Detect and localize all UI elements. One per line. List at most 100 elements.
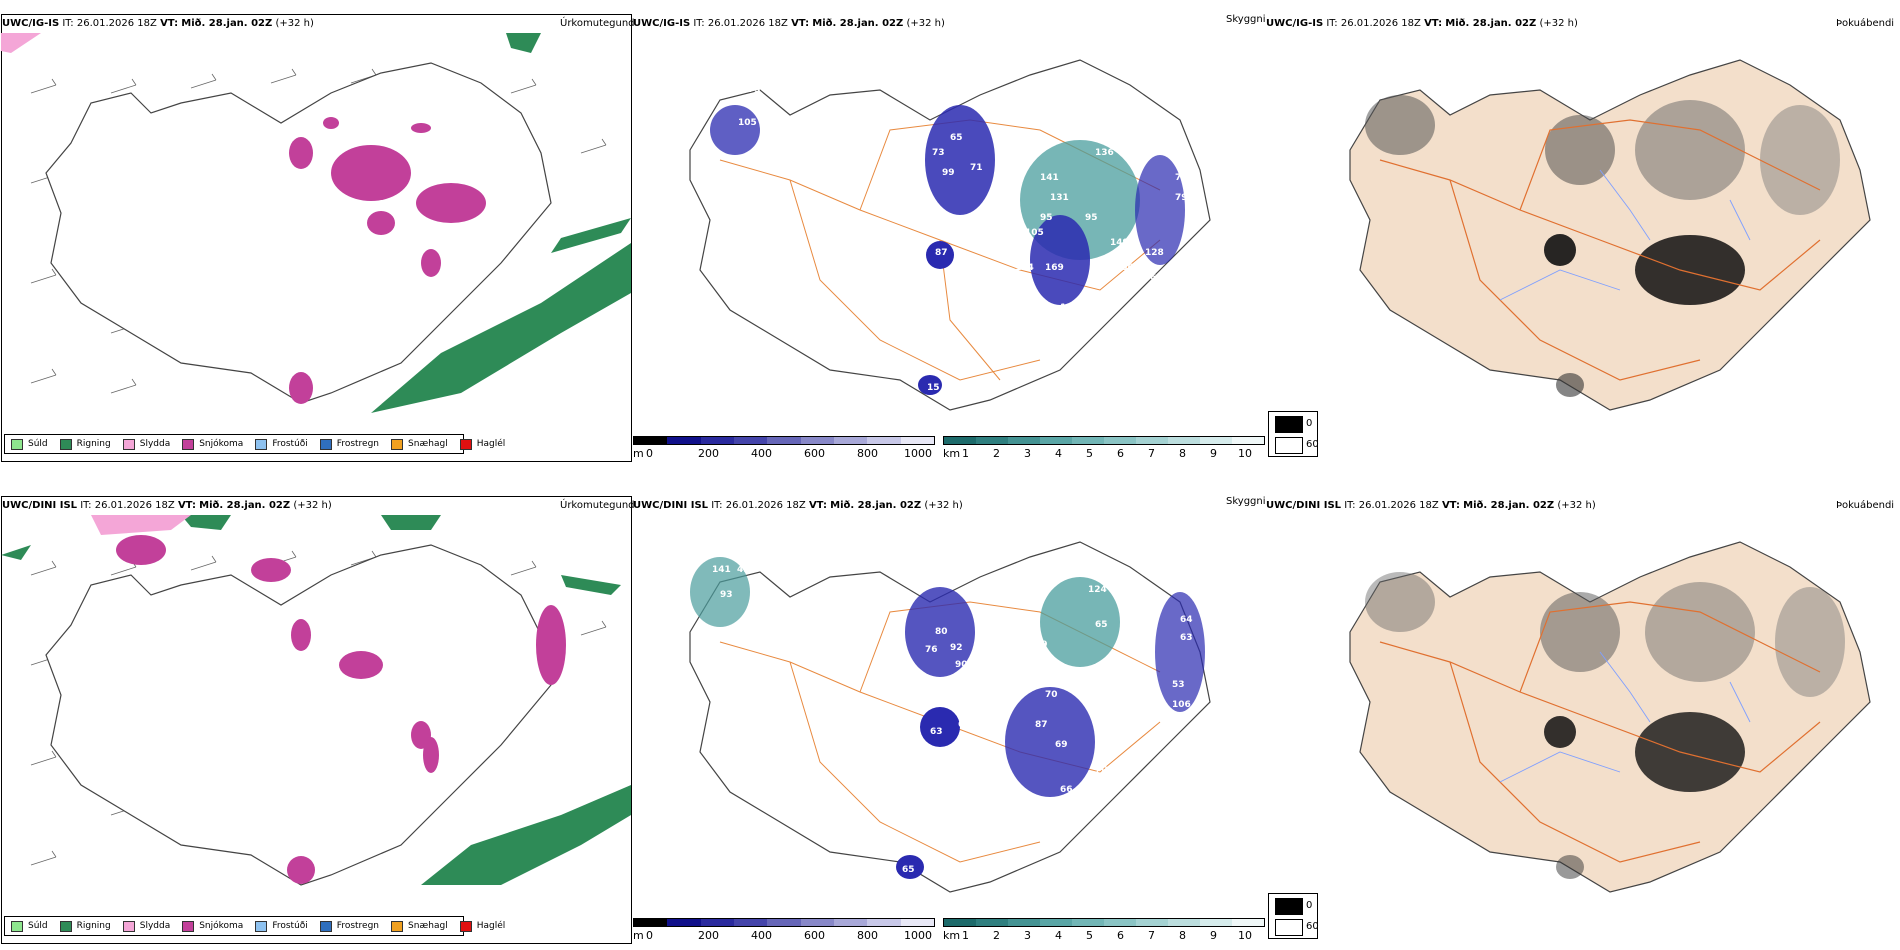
legend-label: Haglél [476,439,506,449]
vis-label: 43 [1060,805,1073,815]
tick: 2 [993,447,1000,460]
row1-panel1-title: Úrkomutegund [560,18,635,29]
tick: 600 [804,929,825,942]
tick: 4 [1055,447,1062,460]
row2-height-unit: m [633,929,644,942]
row2-lead: (+32 h) [293,500,332,511]
row1-right-it-value: 26.01.2026 18Z [1340,18,1421,29]
vis-label: 70 [1095,765,1108,775]
row2-right-model: UWC/DINI ISL [1266,500,1342,511]
legend-item: Snæhagl [391,438,448,450]
legend-label: Frostregn [336,439,380,449]
fog-light-swatch [1275,919,1303,936]
vis-label: 104 [1015,263,1034,273]
colorbar-segment [1232,919,1264,926]
row2-mid-lead: (+32 h) [924,500,963,511]
vis-label: 49 [1150,148,1163,158]
tick: 10 [1238,929,1252,942]
colorbar-segment [1040,919,1072,926]
row2-right-lead: (+32 h) [1557,500,1596,511]
row1-right-vt-value: Mið. 28.jan. 02Z [1445,18,1537,29]
fog-dark-swatch [1275,416,1303,433]
row2-fog-map [1349,541,1871,893]
tick: 6 [1117,447,1124,460]
legend-label: Rigning [76,439,111,449]
colorbar-segment [944,919,976,926]
vis-label: 63 [930,727,943,737]
legend-item: Snjókoma [182,920,244,932]
vis-label: 70 [1045,690,1058,700]
colorbar-segment [800,919,834,926]
legend-item: Haglél [459,438,506,450]
row1-height-unit: m [633,447,644,460]
legend-swatch [319,920,332,932]
vis-label: 64 [1180,615,1193,625]
vis-label: 149 [1110,238,1129,248]
legend-label: Frostregn [336,921,380,931]
row2-vt-value: Mið. 28.jan. 02Z [199,500,291,511]
row2-right-it-label: IT: [1344,500,1356,511]
vis-label: 136 [1095,148,1114,158]
vis-label: 60 [743,625,756,635]
legend-label: Slydda [139,921,171,931]
fog-high-label: 60 [1306,921,1319,932]
tick: 600 [804,447,825,460]
colorbar-segment [1040,437,1072,444]
colorbar-segment [767,437,801,444]
colorbar-segment [700,919,734,926]
colorbar-segment [1168,919,1200,926]
row1-panel3-title: Þokuábendi [1836,18,1895,29]
colorbar-segment [1104,919,1136,926]
legend-label: Snjókoma [199,439,244,449]
legend-swatch [255,438,268,450]
colorbar-segment [733,437,768,444]
legend-swatch [255,920,268,932]
legend-item: Slydda [122,438,170,450]
legend-item: Rigning [59,920,111,932]
vis-label: 141 [1040,173,1059,183]
colorbar-segment [1008,437,1040,444]
legend-label: Rigning [76,921,111,931]
legend-label: Frostúði [272,921,308,931]
legend-label: Frostúði [272,439,308,449]
vis-label: 66 [1060,785,1073,795]
vis-label: 53 [1172,680,1185,690]
legend-item: Snjókoma [182,438,244,450]
tick: 400 [751,929,772,942]
vis-label: 73 [748,85,761,95]
vis-label: 111 [1050,670,1069,680]
legend-label: Snjókoma [199,921,244,931]
legend-swatch [59,438,72,450]
colorbar-segment [667,919,701,926]
vis-label: 95 [1040,213,1053,223]
fog-dark-swatch [1275,898,1303,915]
vis-label: 78 [1095,298,1108,308]
colorbar-segment [1200,919,1232,926]
fog-shading [1365,95,1840,397]
row1-vt-value: Mið. 28.jan. 02Z [181,18,273,29]
tick: 9 [1210,447,1217,460]
vis-label: 63 [1150,273,1163,283]
legend-label: Súld [28,439,48,449]
legend-item: Frostúði [255,438,308,450]
vis-label: 15 [927,383,940,393]
colorbar-segment [867,437,901,444]
legend-swatch [459,920,472,932]
row2-panel2-title: Skyggni [1226,496,1266,507]
vis-label: 121 [1060,303,1079,313]
row1-visibility-labels: 73 73 105 65 73 99 71 165 87 104 95 105 … [730,83,1188,393]
colorbar-segment [1072,919,1104,926]
fog-low-label: 0 [1306,900,1313,911]
vis-label: 105 [1025,228,1044,238]
roads [1379,119,1821,381]
row2-model-name: UWC/DINI ISL [2,500,78,511]
colorbar-segment [1232,437,1264,444]
row2-visibility-labels: 141 49 93 60 80 76 92 90 63 65 124 65 74… [712,565,1193,875]
tick: 10 [1238,447,1252,460]
legend-item: Súld [11,920,48,932]
legend-swatch [11,438,23,450]
tick: 5 [1086,929,1093,942]
row1-header-mid: UWC/IG-IS IT: 26.01.2026 18Z VT: Mið. 28… [633,18,945,29]
vis-label: 65 [950,133,963,143]
row2-right-vt-label: VT: [1441,500,1460,511]
